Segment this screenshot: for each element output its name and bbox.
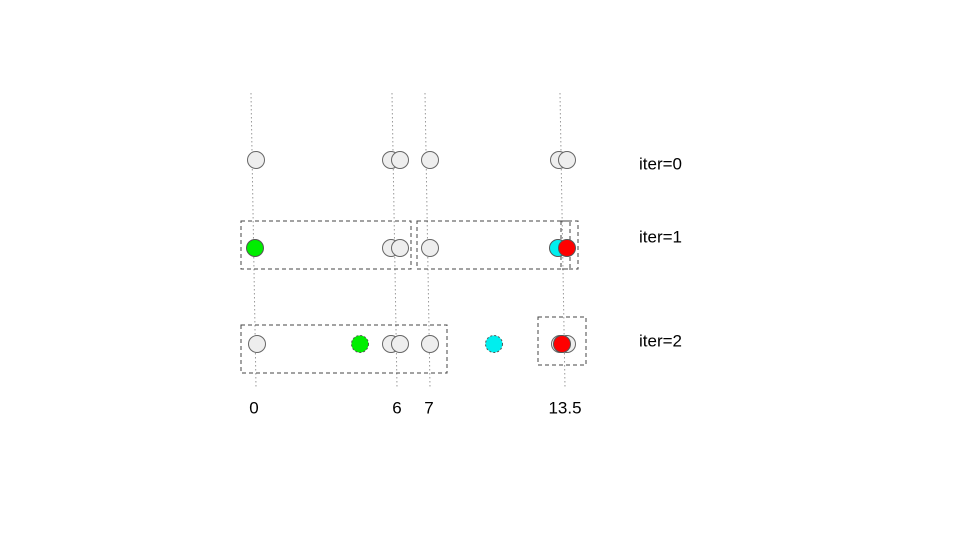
point (391, 335, 409, 353)
cluster-box (537, 316, 587, 366)
point (421, 239, 439, 257)
old-centroid (351, 335, 369, 353)
cluster-box (240, 324, 448, 374)
centroid (558, 239, 576, 257)
point (391, 151, 409, 169)
point (421, 151, 439, 169)
axis-label: 7 (424, 398, 433, 417)
row-label: iter=1 (639, 227, 682, 246)
centroid (553, 335, 571, 353)
point (421, 335, 439, 353)
row-label: iter=0 (639, 154, 682, 173)
point (391, 239, 409, 257)
old-centroid (485, 335, 503, 353)
point (248, 335, 266, 353)
axis-label: 13.5 (548, 398, 581, 417)
guide-line (424, 92, 431, 389)
guide-line (391, 92, 398, 389)
row-label: iter=2 (639, 331, 682, 350)
guide-line (250, 92, 257, 389)
cluster-box (240, 220, 412, 270)
point (558, 151, 576, 169)
centroid (246, 239, 264, 257)
axis-label: 0 (249, 398, 258, 417)
axis-label: 6 (392, 398, 401, 417)
point (247, 151, 265, 169)
guide-line (559, 92, 566, 389)
